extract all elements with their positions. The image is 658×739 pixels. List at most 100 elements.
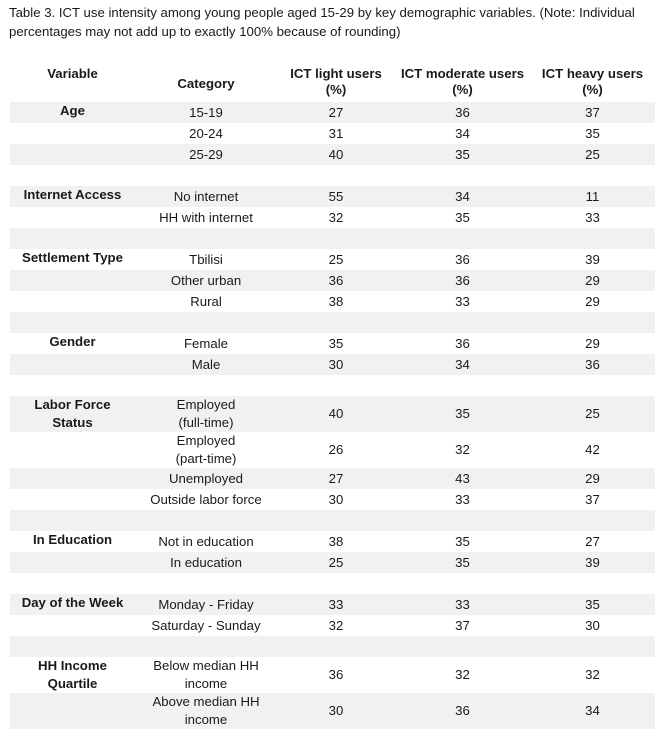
table-row: Male 30 34 36 (10, 354, 655, 375)
table-row: Rural 38 33 29 (10, 291, 655, 312)
heavy-users-cell: 29 (585, 293, 600, 309)
heavy-users-cell: 27 (585, 533, 600, 549)
heavy-users-cell: 42 (585, 442, 600, 457)
category-cell: Above median HH income (135, 693, 277, 729)
light-users-cell: 27 (277, 102, 395, 123)
light-users-cell: 31 (328, 125, 344, 141)
variable-cell (10, 123, 135, 144)
variable-cell: Age (10, 102, 135, 123)
heavy-users-cell: 29 (530, 468, 655, 489)
table-row: Labor Force Status Employed (full-time) 40 35… (10, 396, 655, 432)
moderate-users-cell: 34 (455, 125, 470, 141)
moderate-users-cell: 35 (455, 533, 470, 549)
light-users-cell: 38 (328, 293, 344, 309)
category-cell: 25-29 (135, 144, 277, 165)
category-cell: Employed (full-time) (135, 396, 277, 432)
category-cell: Monday - Friday (135, 594, 277, 615)
heavy-users-cell: 25 (530, 144, 655, 165)
light-users-cell: 55 (277, 186, 395, 207)
light-users-cell: 32 (328, 209, 344, 225)
variable-cell (10, 207, 135, 228)
heavy-users-cell: 34 (530, 693, 655, 729)
table-row: Employed (part-time) 26 32 42 (10, 432, 655, 468)
variable-label: Day of the Week (21, 595, 124, 610)
heavy-users-cell: 29 (530, 270, 655, 291)
heavy-users-cell: 35 (585, 125, 600, 141)
light-users-cell: 30 (328, 491, 344, 507)
moderate-users-cell: 32 (455, 442, 470, 457)
category-cell: Below median HH income (153, 658, 259, 691)
category-cell: Not in education (158, 533, 254, 549)
moderate-users-cell: 33 (455, 293, 470, 309)
table-row: HH Income Quartile Below median HH income 36… (10, 657, 655, 693)
category-cell: No internet (135, 186, 277, 207)
table-row: Above median HH income 30 36 34 (10, 693, 655, 729)
variable-cell: HH Income Quartile (10, 657, 135, 693)
light-users-cell: 40 (277, 144, 395, 165)
category-cell: Rural (190, 293, 222, 309)
heavy-users-cell: 29 (585, 335, 600, 351)
variable-cell (10, 615, 135, 636)
moderate-users-cell: 35 (395, 552, 530, 573)
variable-cell (10, 270, 135, 291)
variable-cell (10, 489, 135, 510)
category-cell: 20-24 (189, 125, 223, 141)
category-cell: Saturday - Sunday (151, 617, 261, 633)
table-row: Other urban 36 36 29 (10, 270, 655, 291)
light-users-cell: 36 (328, 667, 344, 682)
variable-cell: Settlement Type (10, 249, 135, 270)
moderate-users-cell: 37 (455, 617, 470, 633)
moderate-users-cell: 35 (395, 396, 530, 432)
variable-cell (10, 144, 135, 165)
table-row: Outside labor force 30 33 37 (10, 489, 655, 510)
light-users-cell: 32 (328, 617, 344, 633)
moderate-users-cell: 34 (395, 186, 530, 207)
table-caption: Table 3. ICT use intensity among young p… (9, 5, 635, 39)
moderate-users-cell: 36 (395, 102, 530, 123)
variable-cell (10, 291, 135, 312)
heavy-users-cell: 39 (530, 552, 655, 573)
light-users-cell: 33 (277, 594, 395, 615)
group-spacer-row (10, 165, 655, 186)
heavy-users-cell: 33 (585, 209, 600, 225)
category-cell: In education (135, 552, 277, 573)
header-light-users: ICT light users (%) (290, 66, 382, 97)
light-users-cell: 26 (328, 442, 344, 457)
light-users-cell: 38 (328, 533, 344, 549)
variable-label: Labor Force Status (34, 397, 111, 430)
heavy-users-cell: 35 (530, 594, 655, 615)
table-header: Variable Category ICT light users (%) ICT… (10, 66, 655, 102)
moderate-users-cell: 36 (455, 335, 470, 351)
header-heavy-users: ICT heavy users (%) (541, 66, 644, 97)
heavy-users-cell: 37 (585, 491, 600, 507)
variable-cell (10, 354, 135, 375)
variable-cell (10, 432, 135, 468)
light-users-cell: 40 (277, 396, 395, 432)
heavy-users-cell: 36 (530, 354, 655, 375)
light-users-cell: 36 (277, 270, 395, 291)
table-row: HH with internet 32 35 33 (10, 207, 655, 228)
moderate-users-cell: 36 (395, 270, 530, 291)
group-spacer-row (10, 375, 655, 396)
light-users-cell: 25 (328, 251, 344, 267)
moderate-users-cell: 34 (395, 354, 530, 375)
variable-cell: In Education (10, 531, 135, 552)
variable-label: Internet Access (23, 187, 122, 202)
category-cell: Female (184, 335, 228, 351)
group-spacer-row (10, 228, 655, 249)
moderate-users-cell: 33 (395, 594, 530, 615)
light-users-cell: 30 (277, 693, 395, 729)
light-users-cell: 27 (277, 468, 395, 489)
category-cell: 15-19 (135, 102, 277, 123)
light-users-cell: 30 (277, 354, 395, 375)
header-variable: Variable (47, 66, 98, 81)
heavy-users-cell: 11 (530, 186, 655, 207)
variable-cell (10, 552, 135, 573)
heavy-users-cell: 39 (585, 251, 600, 267)
group-spacer-row (10, 573, 655, 594)
moderate-users-cell: 35 (455, 209, 470, 225)
variable-cell (10, 693, 135, 729)
light-users-cell: 35 (328, 335, 344, 351)
variable-cell: Internet Access (10, 186, 135, 207)
category-cell: HH with internet (159, 209, 253, 225)
